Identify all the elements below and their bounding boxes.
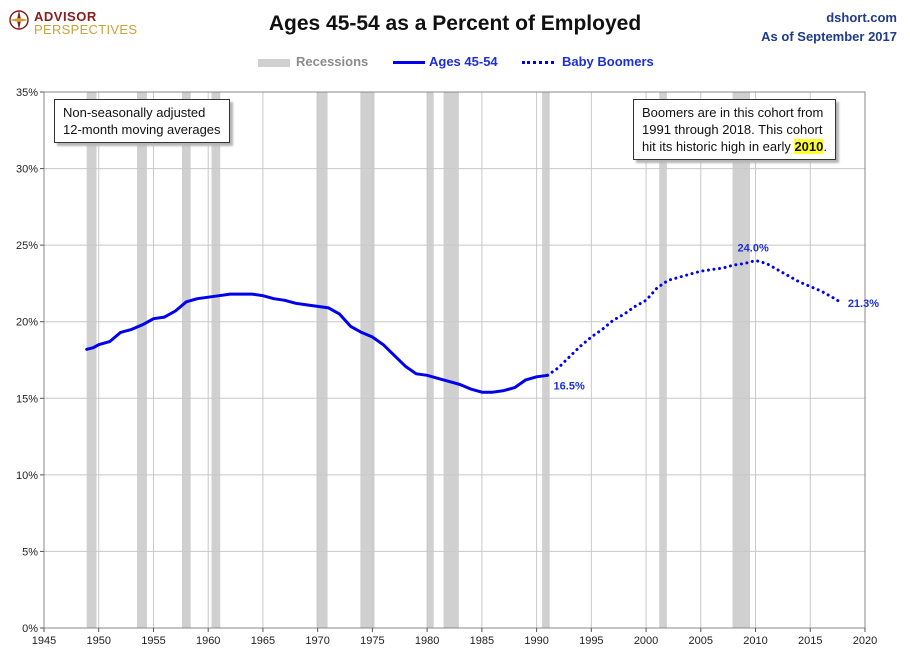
recession-band-7 xyxy=(443,92,459,628)
x-tick-label-0: 1945 xyxy=(32,635,56,647)
legend-swatch-boomers xyxy=(522,61,554,64)
note-left-line1: Non-seasonally adjusted xyxy=(63,105,206,120)
y-tick-label-0: 0% xyxy=(22,623,38,635)
recession-band-9 xyxy=(659,92,667,628)
data-label-1: 24.0% xyxy=(738,242,769,254)
x-tick-label-11: 2000 xyxy=(634,635,658,647)
note-right-year-highlight: 2010 xyxy=(794,139,824,154)
note-left-line2: 12-month moving averages xyxy=(63,122,221,137)
logo-text-advisor: ADVISOR xyxy=(34,9,97,24)
recession-band-3 xyxy=(211,92,221,628)
series-line-baby-boomers xyxy=(546,259,842,377)
note-right-line3-suffix: . xyxy=(823,139,827,154)
note-right-line2: 1991 through 2018. This cohort xyxy=(642,122,823,137)
data-label-2: 21.3% xyxy=(848,298,879,310)
x-tick-label-1: 1950 xyxy=(86,635,110,647)
source-date: As of September 2017 xyxy=(761,29,897,44)
x-tick-label-4: 1965 xyxy=(251,635,275,647)
y-tick-label-3: 15% xyxy=(16,393,38,405)
x-tick-label-8: 1985 xyxy=(470,635,494,647)
source-block: dshort.com As of September 2017 xyxy=(761,8,897,46)
legend-label-recessions: Recessions xyxy=(296,54,369,69)
recession-band-6 xyxy=(427,92,434,628)
y-tick-label-1: 5% xyxy=(22,546,38,558)
x-tick-label-7: 1980 xyxy=(415,635,439,647)
note-box-left: Non-seasonally adjusted 12-month moving … xyxy=(54,99,230,143)
note-right-line1: Boomers are in this cohort from xyxy=(642,105,824,120)
note-right-line3: hit its historic high in early 2010. xyxy=(642,138,827,155)
x-tick-label-12: 2005 xyxy=(689,635,713,647)
note-right-line3-prefix: hit its historic high in early xyxy=(642,139,795,154)
compass-icon xyxy=(9,10,29,30)
source-site: dshort.com xyxy=(826,10,897,25)
x-tick-label-9: 1990 xyxy=(524,635,548,647)
recession-band-4 xyxy=(316,92,328,628)
plot-frame xyxy=(43,91,866,629)
recession-band-8 xyxy=(542,92,550,628)
x-tick-label-5: 1970 xyxy=(305,635,329,647)
x-tick-label-13: 2010 xyxy=(743,635,767,647)
legend-label-ages: Ages 45-54 xyxy=(429,54,498,69)
y-tick-label-7: 35% xyxy=(16,87,38,99)
recession-band-2 xyxy=(181,92,191,628)
y-tick-label-5: 25% xyxy=(16,240,38,252)
y-tick-label-2: 10% xyxy=(16,470,38,482)
legend-label-boomers: Baby Boomers xyxy=(562,54,654,69)
y-tick-label-4: 20% xyxy=(16,317,38,329)
legend-swatch-recessions xyxy=(258,59,290,67)
legend: Recessions Ages 45-54 Baby Boomers xyxy=(0,54,910,72)
x-tick-label-3: 1960 xyxy=(196,635,220,647)
x-tick-label-6: 1975 xyxy=(360,635,384,647)
note-box-right: Boomers are in this cohort from 1991 thr… xyxy=(633,99,836,160)
data-label-0: 16.5% xyxy=(554,380,585,392)
recession-band-5 xyxy=(360,92,375,628)
x-tick-label-2: 1955 xyxy=(141,635,165,647)
chart-title: Ages 45-54 as a Percent of Employed xyxy=(268,12,642,35)
y-tick-label-6: 30% xyxy=(16,164,38,176)
x-tick-label-15: 2020 xyxy=(853,635,877,647)
series-line-ages-45-54 xyxy=(85,292,549,394)
x-tick-label-10: 1995 xyxy=(579,635,603,647)
logo-text-perspectives: PERSPECTIVES xyxy=(34,22,138,37)
recession-band-0 xyxy=(86,92,97,628)
recession-band-10 xyxy=(732,92,751,628)
x-tick-label-14: 2015 xyxy=(798,635,822,647)
advisor-perspectives-logo: ADVISOR PERSPECTIVES xyxy=(8,7,148,37)
recession-band-1 xyxy=(137,92,147,628)
legend-swatch-ages xyxy=(393,61,425,64)
